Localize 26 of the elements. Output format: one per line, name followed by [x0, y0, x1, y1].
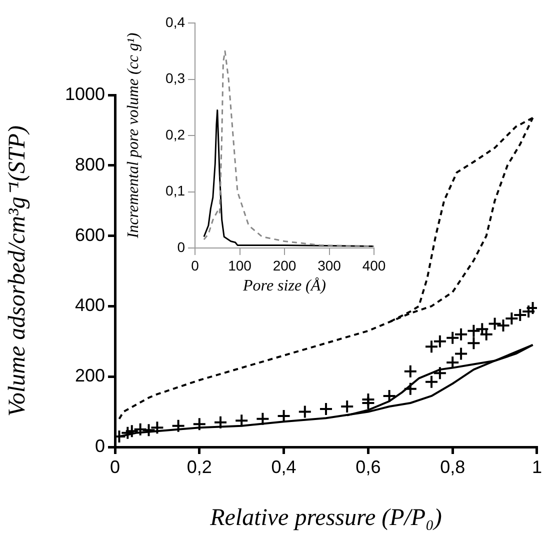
y-tick-label: 800 — [74, 154, 105, 174]
y-tick-label: 0,2 — [166, 126, 186, 142]
x-tick-label: 1 — [532, 456, 542, 477]
x-tick-label: 0 — [191, 257, 200, 274]
x-tick-label: 100 — [228, 257, 252, 274]
y-tick-label: 0,3 — [166, 70, 186, 86]
x-tick-label: 400 — [362, 257, 386, 274]
y-tick-label: 0,1 — [166, 182, 186, 199]
y-tick-label: 200 — [74, 366, 105, 386]
y-tick-label: 0,4 — [166, 14, 186, 30]
x-axis-title: Pore size (Å) — [242, 276, 326, 295]
x-tick-label: 0,4 — [271, 456, 296, 477]
x-tick-label: 0,2 — [186, 456, 212, 477]
y-tick-label: 0 — [177, 238, 186, 255]
x-tick-label: 200 — [272, 257, 296, 274]
y-tick-label: 400 — [74, 295, 105, 316]
y-tick-label: 0 — [94, 436, 105, 456]
y-tick-label: 600 — [74, 224, 105, 245]
x-tick-label: 300 — [318, 257, 342, 274]
y-tick-label: 1000 — [64, 84, 105, 104]
x-tick-label: 0,8 — [440, 456, 466, 477]
x-tick-label: 0 — [110, 456, 120, 477]
x-axis-title: Relative pressure (P/P₀) — [209, 504, 442, 531]
y-axis-title: Volume adsorbed/cm³g⁻¹(STP) — [4, 125, 31, 417]
y-axis-title: Incremental pore volume (cc g¹) — [124, 32, 142, 240]
x-tick-label: 0,6 — [356, 456, 381, 477]
